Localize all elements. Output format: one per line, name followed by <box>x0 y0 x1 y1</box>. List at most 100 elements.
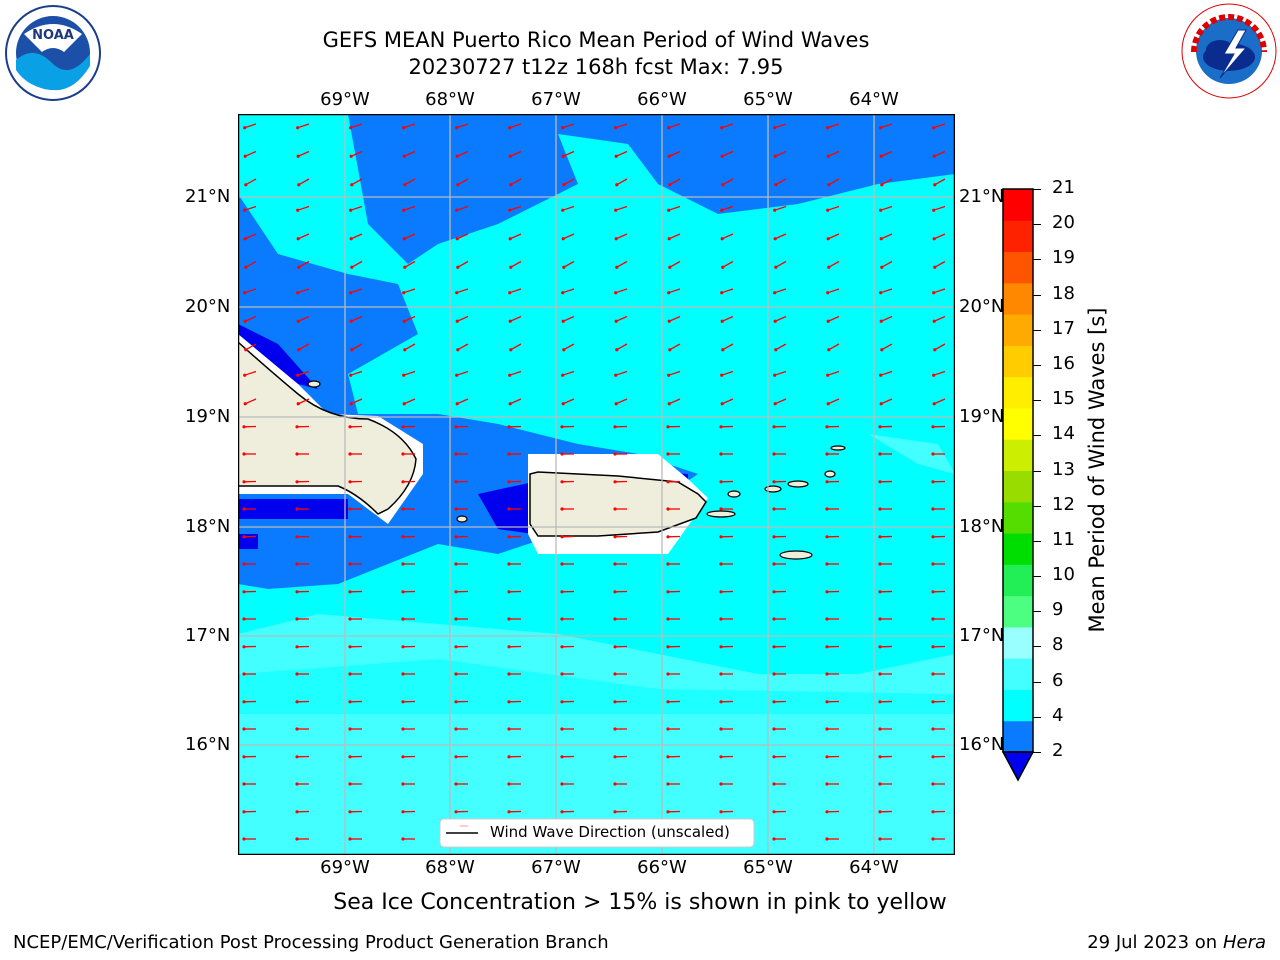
wind-wave-arrow <box>455 315 469 323</box>
wind-wave-arrow <box>666 810 681 814</box>
wind-wave-arrow <box>719 617 733 621</box>
wind-wave-arrow <box>242 507 256 511</box>
wind-wave-arrow <box>560 507 574 511</box>
wind-wave-arrow <box>401 837 415 841</box>
colorbar-under-triangle <box>1001 751 1035 782</box>
lat-label-left: 19°N <box>185 406 231 427</box>
wind-wave-arrow <box>614 288 628 295</box>
wind-wave-arrow <box>560 672 574 676</box>
colorbar-tick-label: 19 <box>1052 247 1075 269</box>
wind-wave-arrow <box>772 480 787 484</box>
wind-wave-arrow <box>242 590 257 594</box>
wind-wave-arrow <box>878 425 893 429</box>
colorbar-tick-label: 14 <box>1052 423 1075 445</box>
wind-wave-arrow <box>614 233 628 241</box>
colorbar-segment <box>1003 470 1033 503</box>
wind-wave-arrow <box>507 480 522 484</box>
wind-wave-arrow <box>826 150 840 158</box>
wind-wave-arrow <box>826 315 840 323</box>
wind-wave-arrow <box>297 343 310 352</box>
lat-label-right: 18°N <box>959 516 1005 537</box>
wind-wave-arrow <box>613 590 628 594</box>
wind-wave-arrow <box>773 398 787 406</box>
wind-wave-arrow <box>825 755 840 759</box>
wind-wave-arrow <box>296 315 310 323</box>
wind-wave-arrow <box>668 178 681 187</box>
wind-wave-arrow <box>560 535 575 539</box>
wind-wave-arrow <box>720 398 734 406</box>
colorbar-segment <box>1003 658 1033 690</box>
wind-wave-arrow <box>349 370 363 377</box>
wind-wave-arrow <box>772 535 787 539</box>
wind-wave-arrow <box>296 370 310 377</box>
colorbar-tick-label: 16 <box>1052 352 1075 374</box>
wind-wave-arrow <box>401 562 415 566</box>
lat-label-left: 20°N <box>185 296 231 317</box>
colorbar-segment <box>1003 533 1033 565</box>
colorbar-tick-label: 9 <box>1052 599 1064 621</box>
wind-wave-arrow <box>401 672 415 676</box>
lon-label-bottom: 69°W <box>320 857 370 878</box>
colorbar-tick-mark <box>1033 329 1041 331</box>
colorbar-segment <box>1003 720 1033 753</box>
wind-wave-arrow <box>879 233 893 241</box>
wind-wave-arrow <box>349 205 363 212</box>
wind-wave-arrow <box>297 178 310 187</box>
wind-wave-arrow <box>295 645 310 649</box>
wind-wave-arrow <box>719 507 733 511</box>
wind-wave-arrow <box>880 178 893 187</box>
colorbar-tick-label: 10 <box>1052 564 1075 586</box>
wind-wave-arrow <box>508 123 522 130</box>
colorbar <box>1001 188 1035 782</box>
colorbar-tick-mark <box>1033 435 1041 437</box>
wind-wave-arrow <box>719 562 733 566</box>
wind-wave-arrow <box>507 727 521 731</box>
wind-wave-arrow <box>507 507 521 511</box>
wind-wave-arrow <box>932 288 946 295</box>
wind-wave-arrow <box>560 452 574 456</box>
wind-wave-arrow <box>879 398 893 406</box>
wind-wave-arrow <box>296 205 310 212</box>
wind-wave-arrow <box>826 205 840 212</box>
colorbar-tick-mark <box>1033 752 1041 753</box>
land-hispaniola <box>238 340 417 515</box>
wind-wave-arrow <box>721 260 734 269</box>
wind-wave-arrow <box>825 562 839 566</box>
nws-logo <box>1181 3 1277 99</box>
wind-wave-arrow <box>454 755 469 759</box>
wind-wave-arrow <box>401 782 415 786</box>
wind-wave-arrow <box>295 425 310 429</box>
wind-wave-arrow <box>401 727 415 731</box>
wind-wave-arrow <box>402 205 416 212</box>
wind-wave-arrow <box>295 700 310 704</box>
wind-wave-arrow <box>772 755 787 759</box>
wind-wave-arrow <box>613 672 627 676</box>
wind-wave-arrow <box>667 233 681 241</box>
wind-wave-arrow <box>242 535 257 539</box>
wind-wave-arrow <box>561 370 575 377</box>
wind-wave-arrow <box>561 398 575 406</box>
wind-wave-arrow <box>295 755 310 759</box>
wind-wave-arrow <box>401 810 416 814</box>
wind-wave-arrow <box>507 425 522 429</box>
wind-wave-arrow <box>402 315 416 323</box>
wind-wave-arrow <box>561 288 575 295</box>
wind-wave-arrow <box>931 755 946 759</box>
wind-wave-arrow <box>613 755 628 759</box>
wind-wave-arrow <box>614 123 628 130</box>
wind-wave-arrow <box>507 672 521 676</box>
wind-wave-arrow <box>878 672 892 676</box>
wind-wave-arrow <box>668 260 681 269</box>
wind-wave-arrows <box>242 123 946 841</box>
colorbar-tick-label: 13 <box>1052 458 1075 480</box>
wind-wave-arrow <box>613 617 627 621</box>
colorbar-tick-label: 12 <box>1052 493 1075 515</box>
wind-wave-arrow <box>666 425 681 429</box>
colorbar-segment <box>1003 595 1033 628</box>
footer-date: 29 Jul 2023 on <box>1087 932 1223 953</box>
wind-wave-arrow <box>772 452 786 456</box>
wind-wave-arrow <box>454 617 468 621</box>
wind-wave-arrow <box>719 535 734 539</box>
wind-wave-arrow <box>932 398 946 406</box>
wind-wave-arrow <box>402 150 416 158</box>
